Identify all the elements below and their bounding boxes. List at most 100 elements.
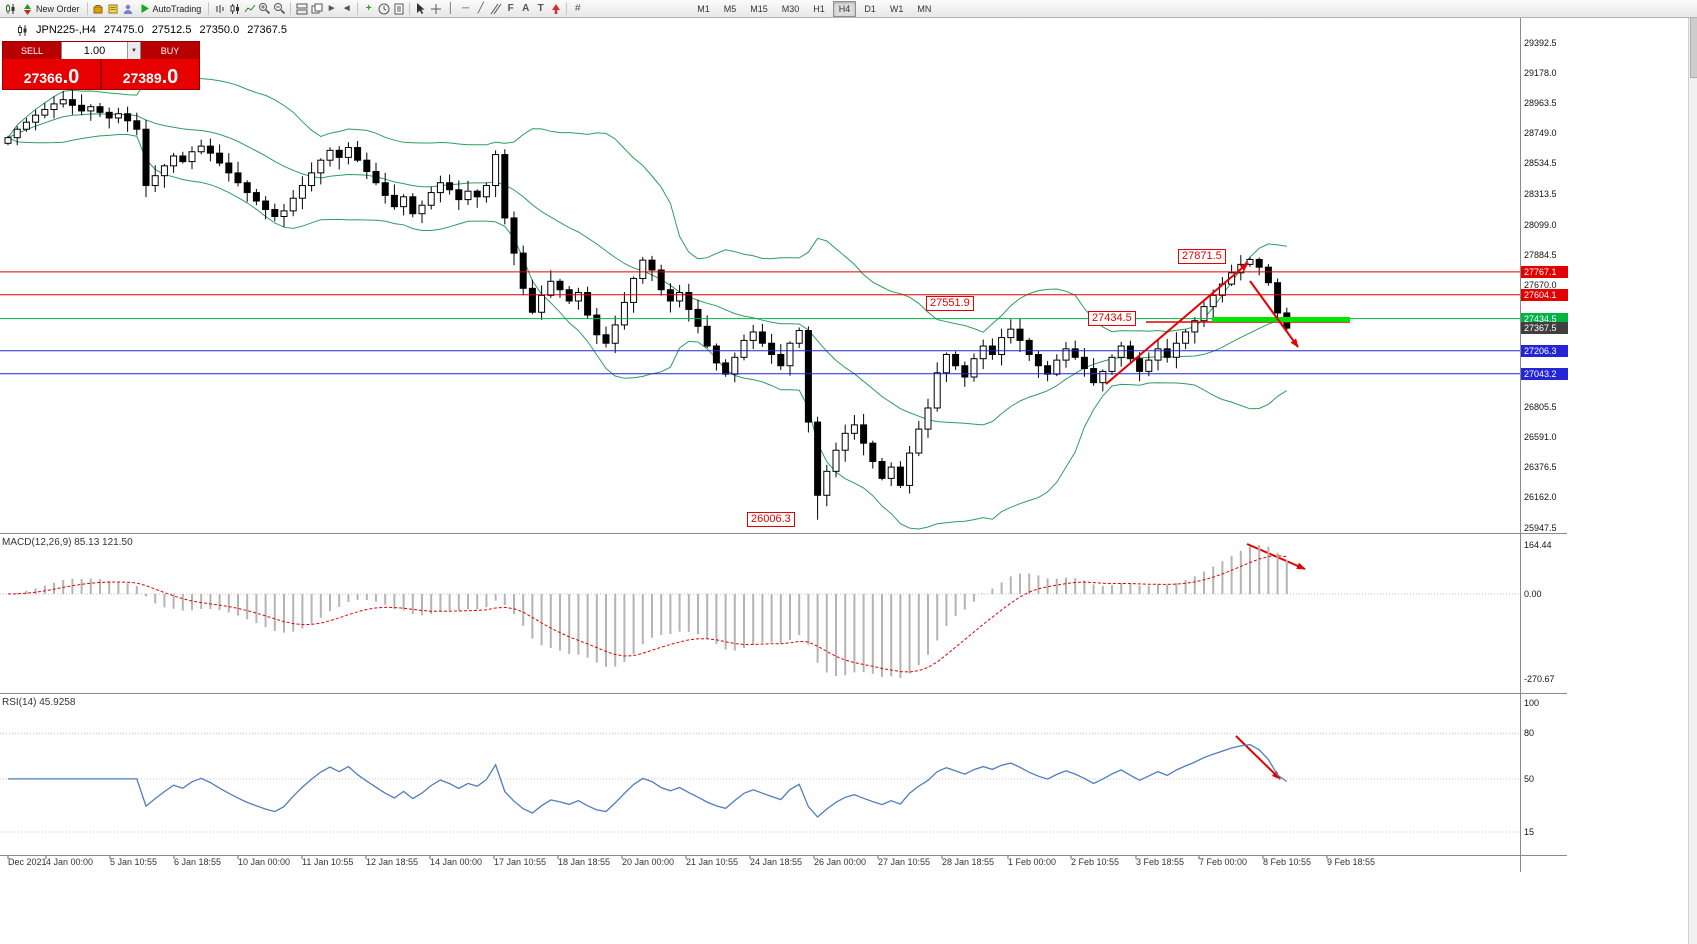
autotrading-label: AutoTrading: [152, 3, 202, 14]
price-axis-tick: 27670.0: [1524, 280, 1557, 290]
timeframe-m5[interactable]: M5: [723, 3, 737, 14]
price-axis-tick: 28963.5: [1524, 97, 1557, 108]
timeframe-h1[interactable]: H1: [813, 3, 825, 14]
time-axis-label: 12 Jan 18:55: [366, 857, 419, 867]
cursor-icon[interactable]: [413, 1, 428, 16]
profile-icon[interactable]: [121, 1, 136, 16]
trend-arrow[interactable]: [1105, 262, 1249, 385]
price-axis-tick: 28313.5: [1524, 189, 1557, 200]
trend-arrow[interactable]: [1235, 735, 1281, 780]
new-chart-icon[interactable]: [3, 1, 18, 16]
new-order-button[interactable]: New Order: [18, 1, 84, 16]
rsi-axis-tick: 100: [1524, 698, 1540, 708]
sell-label[interactable]: SELL: [3, 42, 61, 59]
rsi-title: RSI(14): [2, 697, 37, 708]
price-flag-label[interactable]: 26006.3: [747, 512, 795, 527]
toolbar-separator: [409, 2, 411, 15]
time-axis-label: 20 Jan 00:00: [622, 857, 675, 867]
toolbar-separator: [208, 2, 210, 15]
volume-input[interactable]: 1.00 ▼: [61, 42, 141, 59]
time-axis-label: 11 Jan 10:55: [302, 857, 354, 867]
new-order-label: New Order: [36, 3, 80, 14]
timeframe-m15[interactable]: M15: [750, 3, 768, 14]
time-axis-label: 7 Feb 00:00: [1199, 857, 1248, 867]
macd-axis-tick: 164.44: [1524, 540, 1552, 550]
price-tag: 27367.5: [1521, 322, 1568, 335]
buy-button[interactable]: 27389.0: [102, 59, 199, 89]
timeframe-mn[interactable]: MN: [917, 3, 932, 14]
volume-dropdown-icon[interactable]: ▼: [127, 42, 140, 59]
new-order-icon: [24, 3, 31, 15]
time-axis-label: 24 Jan 18:55: [750, 857, 803, 867]
timeframe-m1[interactable]: M1: [697, 3, 710, 14]
time-axis-label: Dec 2021: [8, 857, 47, 867]
trendline-icon[interactable]: ╱: [477, 3, 484, 14]
fibonacci-icon[interactable]: F: [507, 3, 514, 14]
buy-price: 27389: [122, 70, 162, 86]
buy-label[interactable]: BUY: [141, 42, 199, 59]
bollinger-bands: [7, 76, 1288, 530]
channel-icon[interactable]: [488, 1, 503, 16]
timeframe-d1[interactable]: D1: [864, 3, 876, 14]
price-axis-tick: 27884.5: [1524, 249, 1557, 260]
price-axis-tick: 28099.0: [1524, 219, 1557, 230]
rsi-line: [8, 743, 1288, 818]
autotrading-play-icon: [141, 4, 149, 13]
time-axis-label: 27 Jan 10:55: [878, 857, 931, 867]
vertical-line-icon[interactable]: │: [447, 3, 454, 14]
timeframe-h4[interactable]: H4: [832, 0, 857, 17]
symbol-chart-icon: [18, 24, 27, 36]
line-chart-icon[interactable]: [242, 1, 257, 16]
horizontal-line-icon[interactable]: ─: [462, 3, 470, 14]
sell-button[interactable]: 27366.0: [3, 59, 100, 89]
timeframe-w1[interactable]: W1: [889, 3, 904, 14]
periods-icon[interactable]: [376, 1, 391, 16]
volume-value: 1.00: [83, 44, 106, 57]
time-axis-label: 18 Jan 18:55: [558, 857, 611, 867]
bar-chart-icon[interactable]: [212, 1, 227, 16]
price-axis-tick: 25947.5: [1524, 522, 1557, 533]
trend-arrow[interactable]: [1246, 543, 1306, 570]
macd-title: MACD(12,26,9): [2, 537, 72, 548]
market-icon[interactable]: [91, 1, 106, 16]
support-zone-bar[interactable]: [1212, 317, 1350, 322]
candlestick-icon[interactable]: [227, 1, 242, 16]
price-flag-label[interactable]: 27871.5: [1178, 249, 1226, 264]
ohlc-close: 27367.5: [247, 24, 287, 36]
macd-histogram: [16, 545, 1288, 679]
chart-symbol-ohlc: JPN225-,H4 27475.0 27512.5 27350.0 27367…: [17, 24, 287, 36]
trend-arrow[interactable]: [1249, 280, 1299, 348]
autotrading-button[interactable]: AutoTrading: [136, 1, 206, 16]
macd-indicator-label: MACD(12,26,9) 85.13 121.50: [2, 537, 133, 548]
zoom-in-icon[interactable]: [257, 1, 272, 16]
macd-signal-line: [7, 555, 1287, 673]
time-axis-label: 6 Jan 18:55: [174, 857, 222, 867]
toolbar-separator: [566, 2, 568, 15]
tile-windows-icon[interactable]: [294, 1, 309, 16]
add-indicator-icon[interactable]: +: [365, 3, 372, 14]
time-axis-label: 17 Jan 10:55: [494, 857, 547, 867]
rsi-value: 45.9258: [39, 697, 76, 708]
macd-axis-tick: -270.67: [1524, 674, 1555, 684]
price-flag-label[interactable]: 27551.9: [926, 296, 974, 311]
timeframe-m30[interactable]: M30: [781, 3, 800, 14]
text-icon[interactable]: A: [522, 3, 530, 14]
price-flag-label[interactable]: 27434.5: [1088, 311, 1136, 326]
cascade-windows-icon[interactable]: [309, 1, 324, 16]
grid-icon[interactable]: #: [574, 3, 581, 14]
metaeditor-icon[interactable]: [106, 1, 121, 16]
scrollbar-thumb[interactable]: [1690, 14, 1697, 78]
templates-icon[interactable]: [391, 1, 406, 16]
zoom-out-icon[interactable]: [272, 1, 287, 16]
crosshair-icon[interactable]: [428, 1, 443, 16]
toolbar: New Order AutoTrading ► ◄ +: [0, 0, 1697, 18]
arrow-tool-icon[interactable]: [548, 1, 563, 16]
ohlc-open: 27475.0: [103, 24, 144, 36]
vertical-scrollbar[interactable]: [1688, 0, 1697, 944]
symbol-period: JPN225-,H4: [36, 24, 96, 36]
rsi-axis-tick: 80: [1524, 728, 1535, 739]
autoscroll-icon[interactable]: ►: [326, 3, 337, 14]
chart-shift-icon[interactable]: ◄: [341, 3, 352, 14]
label-icon[interactable]: T: [537, 3, 544, 14]
